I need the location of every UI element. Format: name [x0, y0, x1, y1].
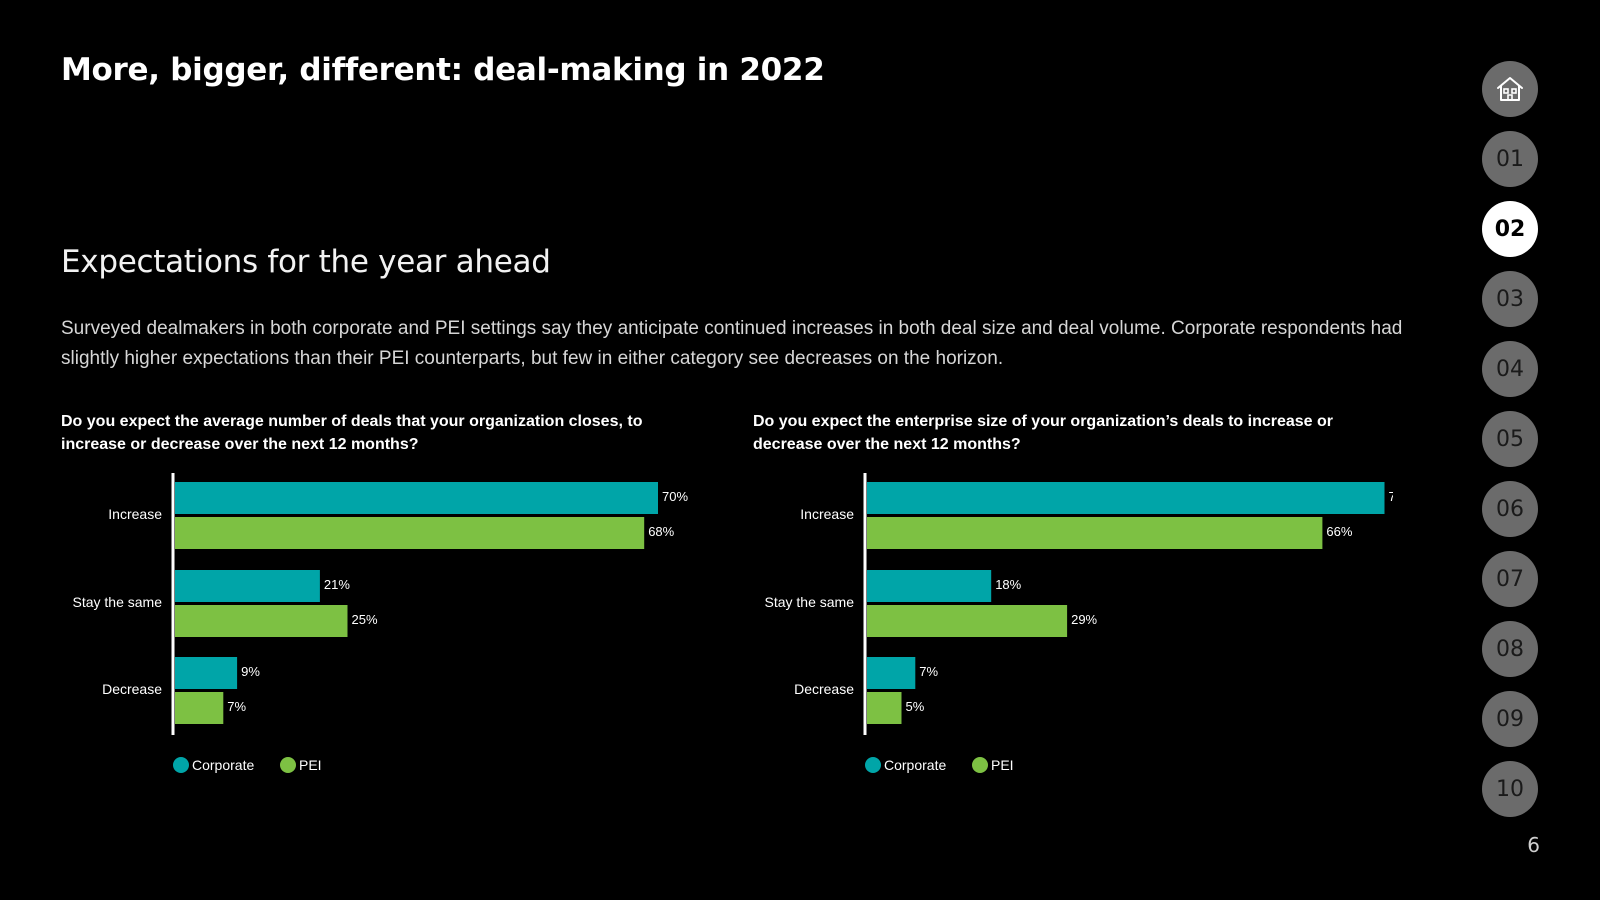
- deal-size-chart-plot: Increase 75% 66% Stay the same 18% 29% Decreas…: [765, 473, 1394, 773]
- data-label: 66%: [1326, 524, 1352, 539]
- bar-pei-increase: [175, 517, 645, 549]
- chart-question: Do you expect the average number of deal…: [61, 413, 643, 453]
- nav-section-1[interactable]: 01: [1482, 131, 1538, 187]
- data-label: 29%: [1071, 612, 1097, 627]
- data-label: 9%: [241, 664, 260, 679]
- data-label: 75%: [1389, 489, 1394, 504]
- intro-paragraph: Surveyed dealmakers in both corporate an…: [61, 318, 1403, 369]
- bar-corporate-decrease: [175, 657, 238, 689]
- legend-label-corporate: Corporate: [192, 757, 254, 773]
- bar-corporate-stay-the-same: [175, 570, 320, 602]
- section-subtitle: Expectations for the year ahead: [61, 244, 551, 280]
- bar-pei-decrease: [175, 692, 224, 724]
- bar-pei-stay-the-same: [175, 605, 348, 637]
- nav-section-6[interactable]: 06: [1482, 481, 1538, 537]
- data-label: 68%: [648, 524, 674, 539]
- data-label: 7%: [919, 664, 938, 679]
- nav-section-8[interactable]: 08: [1482, 621, 1538, 677]
- nav-section-10[interactable]: 10: [1482, 761, 1538, 817]
- category-label: Increase: [800, 506, 854, 522]
- bar-corporate-increase: [867, 482, 1385, 514]
- data-label: 70%: [662, 489, 688, 504]
- bar-pei-decrease: [867, 692, 902, 724]
- legend-swatch-pei: [972, 757, 988, 773]
- page-number: 6: [1527, 833, 1540, 857]
- legend-swatch-pei: [280, 757, 296, 773]
- legend-swatch-corporate: [173, 757, 189, 773]
- bar-pei-increase: [867, 517, 1323, 549]
- nav-section-3[interactable]: 03: [1482, 271, 1538, 327]
- nav-section-7[interactable]: 07: [1482, 551, 1538, 607]
- data-label: 18%: [995, 577, 1021, 592]
- home-icon: [1497, 77, 1523, 101]
- deal-count-chart-plot: Increase 70% 68% Stay the same 21% 25% Decreas…: [73, 473, 688, 773]
- data-label: 21%: [324, 577, 350, 592]
- nav-section-2[interactable]: 02: [1482, 201, 1538, 257]
- nav-section-9[interactable]: 09: [1482, 691, 1538, 747]
- legend-label-pei: PEI: [299, 757, 322, 773]
- category-label: Stay the same: [73, 594, 163, 610]
- bar-pei-stay-the-same: [867, 605, 1068, 637]
- nav-section-4[interactable]: 04: [1482, 341, 1538, 397]
- deal-count-chart: Do you expect the average number of deal…: [61, 410, 701, 773]
- bar-corporate-decrease: [867, 657, 916, 689]
- category-label: Decrease: [102, 681, 162, 697]
- bar-corporate-stay-the-same: [867, 570, 992, 602]
- category-label: Stay the same: [765, 594, 855, 610]
- legend-label-corporate: Corporate: [884, 757, 946, 773]
- legend-swatch-corporate: [865, 757, 881, 773]
- data-label: 5%: [906, 699, 925, 714]
- bar-corporate-increase: [175, 482, 658, 514]
- nav-section-5[interactable]: 05: [1482, 411, 1538, 467]
- deal-size-chart: Do you expect the enterprise size of you…: [753, 410, 1393, 773]
- category-label: Increase: [108, 506, 162, 522]
- category-label: Decrease: [794, 681, 854, 697]
- page-title: More, bigger, different: deal-making in …: [61, 52, 825, 88]
- chart-question: Do you expect the enterprise size of you…: [753, 413, 1334, 453]
- home-button[interactable]: [1482, 61, 1538, 117]
- data-label: 7%: [227, 699, 246, 714]
- data-label: 25%: [352, 612, 378, 627]
- legend-label-pei: PEI: [991, 757, 1014, 773]
